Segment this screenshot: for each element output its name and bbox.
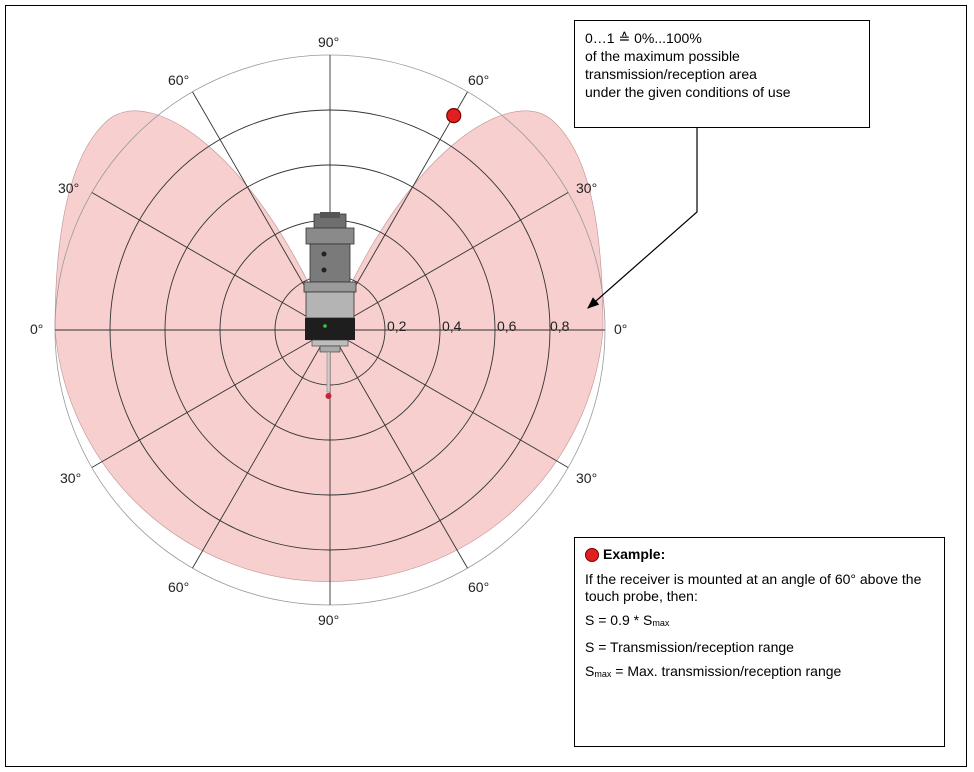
angle-label-upper-left: 60° [168, 72, 189, 88]
example-heading-text: Example: [603, 546, 666, 562]
scale-line-3: transmission/reception area [585, 66, 757, 82]
scale-line-4: under the given conditions of use [585, 84, 791, 100]
example-box: Example: If the receiver is mounted at a… [574, 537, 945, 747]
scale-line-1: 0…1 ≙ 0%...100% [585, 30, 702, 46]
angle-label-upper-right: 60° [468, 72, 489, 88]
figure-frame [5, 5, 967, 767]
grid-spoke-330 [329, 329, 569, 468]
touch-probe-icon [303, 212, 357, 399]
angle-label-top: 90° [318, 34, 339, 50]
angle-label-right: 0° [614, 321, 627, 337]
example-heading: Example: [585, 546, 934, 563]
red-dot-icon [585, 547, 599, 562]
angle-label-mid-lower-right: 30° [576, 470, 597, 486]
angle-label-left: 0° [30, 321, 43, 337]
angle-label-mid-upper-left: 30° [58, 180, 79, 196]
radius-label-0-2: 0,2 [387, 318, 407, 334]
angle-label-bottom: 90° [318, 612, 339, 628]
scale-explanation-box: 0…1 ≙ 0%...100% of the maximum possible … [574, 20, 870, 128]
example-formula-3: Smax = Max. transmission/reception range [585, 663, 842, 679]
angle-label-lower-right: 60° [468, 579, 489, 595]
radius-label-0-4: 0,4 [442, 318, 462, 334]
example-formula-2: S = Transmission/reception range [585, 639, 794, 655]
grid-spoke-240 [192, 329, 331, 569]
grid-spoke-150 [91, 192, 331, 331]
example-description: If the receiver is mounted at an angle o… [585, 571, 922, 604]
angle-label-mid-lower-left: 30° [60, 470, 81, 486]
radius-label-0-6: 0,6 [497, 318, 517, 334]
callout-leader-line [587, 128, 698, 309]
angle-label-lower-left: 60° [168, 579, 189, 595]
grid-spoke-30 [329, 192, 569, 331]
scale-line-2: of the maximum possible [585, 48, 740, 64]
grid-spoke-300 [329, 329, 468, 569]
angle-label-mid-upper-right: 30° [576, 180, 597, 196]
example-marker [446, 108, 462, 124]
grid-spoke-210 [91, 329, 331, 468]
radius-label-0-8: 0,8 [550, 318, 570, 334]
example-formula-1: S = 0.9 * Smax [585, 612, 670, 628]
